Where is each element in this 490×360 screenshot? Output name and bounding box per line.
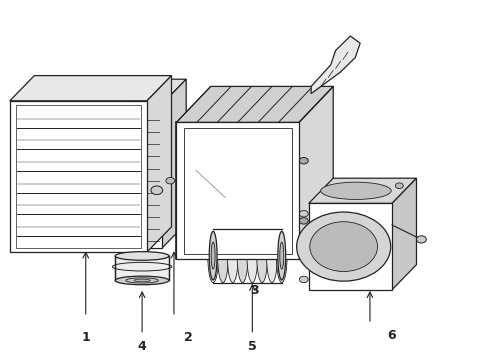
Polygon shape <box>10 76 172 101</box>
Polygon shape <box>309 178 416 203</box>
Ellipse shape <box>278 231 286 280</box>
Text: 6: 6 <box>388 329 396 342</box>
Ellipse shape <box>320 182 391 199</box>
Circle shape <box>416 236 426 243</box>
Ellipse shape <box>237 229 248 283</box>
Text: 1: 1 <box>81 331 90 344</box>
Polygon shape <box>309 203 392 290</box>
Circle shape <box>299 218 308 224</box>
Polygon shape <box>176 122 299 259</box>
Polygon shape <box>299 86 333 259</box>
Polygon shape <box>10 101 147 252</box>
Circle shape <box>299 211 308 217</box>
Circle shape <box>395 183 403 189</box>
Text: 5: 5 <box>248 340 257 353</box>
Ellipse shape <box>209 231 217 280</box>
Polygon shape <box>132 79 186 104</box>
Circle shape <box>299 157 308 164</box>
Polygon shape <box>311 36 360 94</box>
Ellipse shape <box>208 229 219 283</box>
Circle shape <box>151 186 163 194</box>
Ellipse shape <box>134 279 150 282</box>
Circle shape <box>299 276 308 283</box>
Ellipse shape <box>211 242 215 269</box>
Polygon shape <box>392 178 416 290</box>
Ellipse shape <box>218 229 228 283</box>
Polygon shape <box>132 104 162 248</box>
Polygon shape <box>115 256 169 280</box>
Ellipse shape <box>276 229 287 283</box>
Text: 3: 3 <box>250 284 259 297</box>
Ellipse shape <box>115 276 169 285</box>
Text: 4: 4 <box>138 340 147 353</box>
Circle shape <box>296 212 391 281</box>
Ellipse shape <box>247 229 258 283</box>
Ellipse shape <box>280 242 284 269</box>
Ellipse shape <box>115 252 169 260</box>
Polygon shape <box>162 79 186 248</box>
Circle shape <box>310 222 378 271</box>
Ellipse shape <box>227 229 238 283</box>
Circle shape <box>166 177 175 184</box>
Text: 2: 2 <box>184 331 193 344</box>
Polygon shape <box>147 76 172 252</box>
Ellipse shape <box>267 229 277 283</box>
Polygon shape <box>176 86 333 122</box>
Ellipse shape <box>257 229 268 283</box>
